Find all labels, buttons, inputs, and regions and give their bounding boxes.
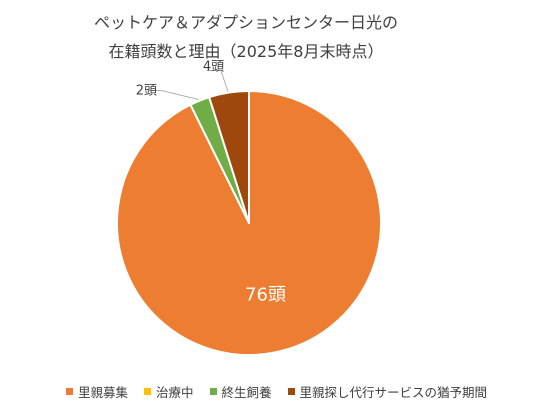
data-label-recruiting: 76頭 — [245, 285, 286, 306]
chart-title-line-1: ペットケア＆アダプションセンター日光の — [93, 13, 398, 32]
legend: 里親募集 治療中 終生飼養 里親探し代行サービスの猶予期間 — [66, 382, 503, 401]
leader-line-grace-period — [206, 70, 229, 92]
legend-swatch — [66, 388, 73, 395]
legend-swatch — [209, 388, 217, 395]
legend-label: 里親探し代行サービスの猶予期間 — [299, 385, 488, 400]
legend-label: 里親募集 — [78, 385, 129, 400]
legend-swatch — [144, 388, 152, 395]
legend-swatch — [287, 388, 295, 395]
pie-slice-grace-period — [208, 90, 250, 224]
legend-label: 終生飼養 — [221, 385, 272, 400]
legend-item-grace-period: 里親探し代行サービスの猶予期間 — [287, 382, 488, 401]
legend-label: 治療中 — [156, 385, 194, 400]
chart-title-line-2: 在籍頭数と理由（2025年8月末時点） — [108, 42, 384, 61]
legend-item-treatment: 治療中 — [144, 382, 194, 401]
legend-item-recruiting: 里親募集 — [66, 382, 128, 401]
legend-item-lifetime-care: 終生飼養 — [209, 382, 272, 401]
data-label-lifetime-care: 2頭 — [136, 84, 157, 99]
leader-line-lifetime-care — [147, 90, 199, 101]
data-label-grace-period: 4頭 — [203, 60, 224, 75]
